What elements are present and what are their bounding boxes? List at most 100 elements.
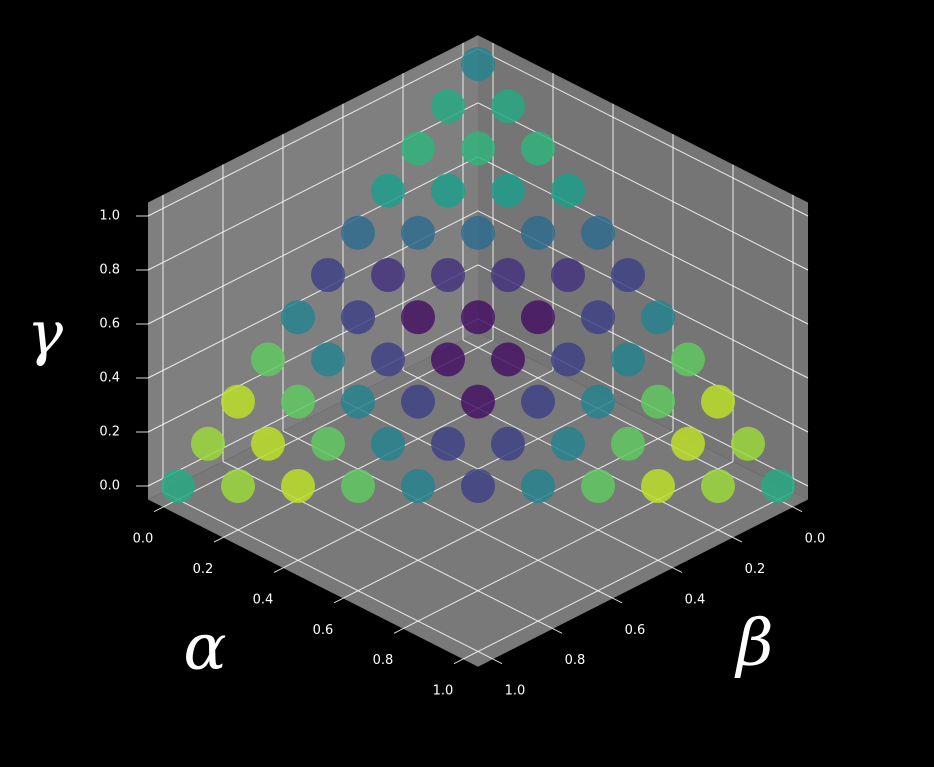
z-tick-label: 0.8 <box>99 263 120 278</box>
grid-line <box>477 156 809 325</box>
point <box>491 89 525 124</box>
x-tick-label: 1.0 <box>433 684 454 699</box>
grid-line <box>162 491 494 660</box>
grid-line <box>147 156 479 325</box>
point <box>731 426 765 461</box>
tick-mark <box>792 506 803 513</box>
y-tick-label: 0.0 <box>805 532 826 547</box>
point <box>611 258 645 292</box>
point <box>221 469 255 503</box>
point <box>191 426 225 461</box>
point <box>701 469 735 503</box>
point <box>581 469 615 503</box>
point <box>341 300 375 335</box>
point <box>551 173 585 208</box>
point <box>431 258 465 292</box>
point <box>341 384 375 419</box>
y-tick-label: 0.4 <box>685 592 706 607</box>
point <box>401 215 435 250</box>
point <box>431 426 465 461</box>
z-tick-label: 0.4 <box>99 371 120 386</box>
z-tick-label: 0.2 <box>99 425 120 440</box>
grid-line <box>147 264 479 433</box>
tick-mark <box>213 537 224 543</box>
grid-line <box>282 400 614 569</box>
tick-mark <box>273 567 284 573</box>
tick-mark <box>153 506 164 513</box>
z-tick-label: 1.0 <box>99 209 120 224</box>
tick-mark <box>612 597 623 604</box>
point <box>701 384 735 419</box>
point <box>251 426 285 461</box>
point <box>521 131 555 166</box>
point <box>431 173 465 208</box>
point <box>401 300 435 335</box>
grid-line <box>477 264 809 433</box>
point <box>491 173 525 208</box>
point <box>461 215 495 250</box>
point <box>281 469 315 503</box>
point <box>401 469 435 503</box>
point <box>641 300 675 335</box>
point <box>521 215 555 250</box>
grid-line <box>147 102 479 271</box>
point <box>221 384 255 419</box>
point <box>491 258 525 292</box>
y-tick-label: 1.0 <box>505 684 526 699</box>
point <box>431 89 465 124</box>
point <box>671 342 705 377</box>
tick-mark <box>672 567 683 573</box>
tick-mark <box>732 537 743 543</box>
point <box>581 215 615 250</box>
point <box>521 469 555 503</box>
tick-mark <box>492 658 503 665</box>
point <box>281 384 315 419</box>
point <box>611 426 645 461</box>
point <box>641 469 675 503</box>
point <box>371 173 405 208</box>
point <box>431 342 465 377</box>
point <box>341 469 375 503</box>
point <box>611 342 645 377</box>
grid-line <box>477 102 809 271</box>
x-axis-label: α <box>183 611 226 685</box>
z-tick-label: 0.0 <box>99 479 120 494</box>
point <box>461 131 495 166</box>
grid-line <box>342 430 674 599</box>
z-axis-label: γ <box>27 299 63 369</box>
z-tick-label: 0.6 <box>99 317 120 332</box>
y-axis-label: β <box>735 607 774 681</box>
y-tick-label: 0.2 <box>745 562 766 577</box>
grid-line <box>462 491 794 660</box>
point <box>251 342 285 377</box>
x-tick-label: 0.0 <box>133 532 154 547</box>
grid-line <box>222 461 554 630</box>
tick-mark <box>393 628 404 634</box>
point <box>581 300 615 335</box>
point <box>461 47 495 81</box>
point <box>311 258 345 292</box>
grid-line <box>342 400 674 569</box>
point <box>551 426 585 461</box>
grid-line <box>477 48 809 217</box>
x-tick-label: 0.4 <box>253 592 274 607</box>
point <box>521 300 555 335</box>
point <box>281 300 315 335</box>
point <box>371 258 405 292</box>
y-tick-label: 0.6 <box>625 623 646 638</box>
point <box>581 384 615 419</box>
point <box>461 469 495 503</box>
point <box>161 469 195 503</box>
point <box>641 384 675 419</box>
point <box>491 426 525 461</box>
tick-mark <box>333 597 344 604</box>
x-tick-label: 0.8 <box>373 653 394 668</box>
grid-line <box>147 48 479 217</box>
point <box>401 131 435 166</box>
point <box>461 384 495 419</box>
point <box>371 426 405 461</box>
x-tick-label: 0.2 <box>193 562 214 577</box>
grid-line <box>282 430 614 599</box>
